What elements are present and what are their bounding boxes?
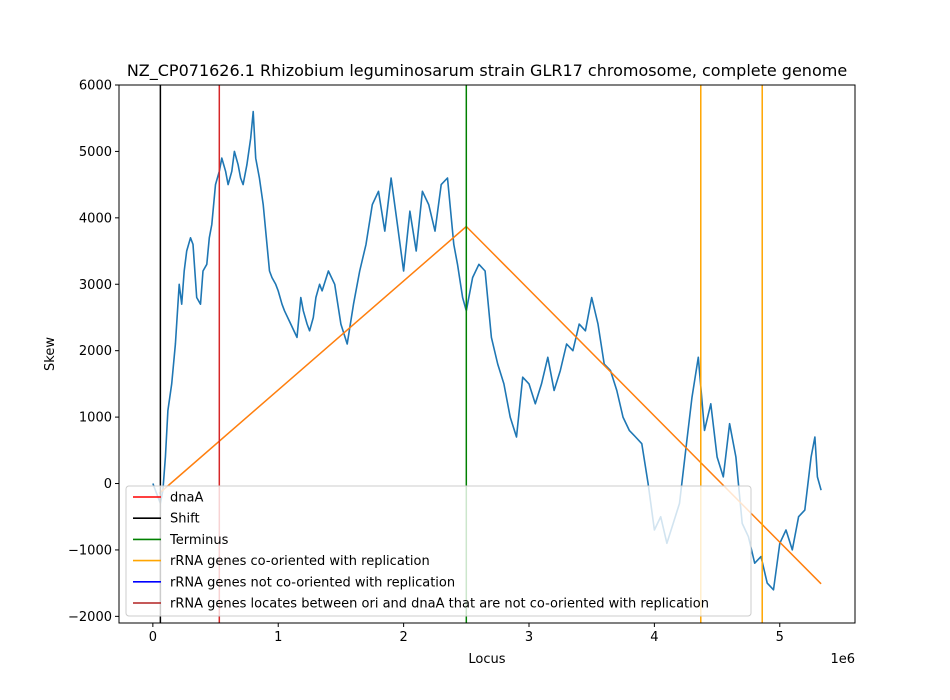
x-tick-label: 3	[525, 630, 533, 645]
chart-title: NZ_CP071626.1 Rhizobium leguminosarum st…	[127, 61, 847, 81]
y-tick-label: 3000	[79, 278, 112, 293]
plot-frame	[118, 84, 856, 624]
legend-item-label: rRNA genes co-oriented with replication	[170, 554, 430, 569]
y-tick-label: −2000	[68, 610, 112, 625]
legend-item-label: rRNA genes locates between ori and dnaA …	[170, 597, 709, 612]
legend-item-label: rRNA genes not co-oriented with replicat…	[170, 575, 455, 590]
series-line-1	[152, 110, 822, 591]
legend-item-label: Terminus	[169, 533, 229, 548]
y-tick-label: 6000	[79, 79, 112, 94]
x-axis-label: Locus	[468, 652, 505, 667]
y-tick-label: 4000	[79, 211, 112, 226]
y-axis-label: Skew	[43, 337, 58, 371]
x-tick-label: 4	[650, 630, 658, 645]
y-tick-label: 2000	[79, 344, 112, 359]
y-axis: −2000 −1000 0 1000 2000 3000 4000 5000 6000	[68, 79, 119, 625]
x-tick-label: 1	[274, 630, 282, 645]
y-tick-label: 1000	[79, 411, 112, 426]
x-tick-label: 5	[776, 630, 784, 645]
x-tick-label: 2	[399, 630, 407, 645]
x-axis-offset-label: 1e6	[830, 652, 855, 667]
y-tick-label: 0	[104, 477, 112, 492]
x-axis: 0 1 2 3 4 5	[149, 623, 784, 645]
x-tick-label: 0	[149, 630, 157, 645]
legend-item-label: Shift	[170, 512, 200, 527]
legend: dnaA Shift Terminus rRNA genes co-oriented …	[125, 485, 752, 617]
y-tick-label: 5000	[79, 145, 112, 160]
y-tick-label: −1000	[68, 543, 112, 558]
legend-item-label: dnaA	[170, 491, 203, 506]
legend-frame	[125, 485, 752, 617]
